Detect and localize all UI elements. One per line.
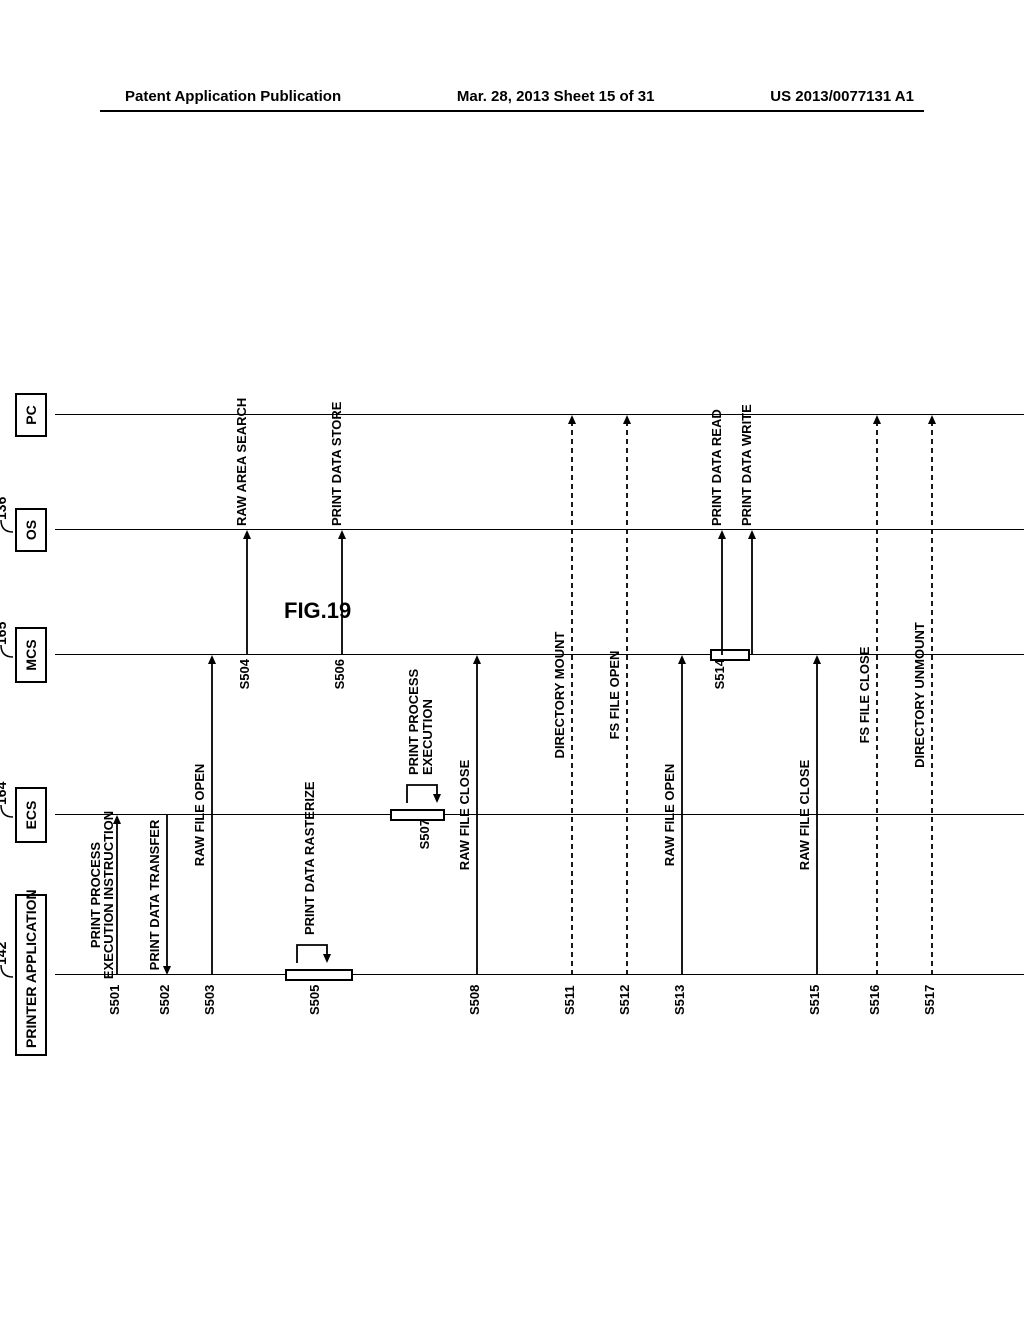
- msg-S517: DIRECTORY UNMOUNT: [914, 415, 930, 975]
- msg-S503: RAW FILE OPEN: [194, 655, 210, 975]
- msg-S506: PRINT DATA STORE: [324, 530, 340, 655]
- step-S517: S517: [922, 981, 937, 1015]
- msg-S501: PRINT PROCESSEXECUTION INSTRUCTION: [99, 815, 115, 975]
- msg-S511: DIRECTORY MOUNT: [554, 415, 570, 975]
- step-S513: S513: [672, 981, 687, 1015]
- header-left: Patent Application Publication: [125, 88, 341, 105]
- header-rule: [100, 110, 924, 112]
- lane-head-mcs: MCS: [15, 627, 47, 683]
- step-S504: S504: [237, 655, 252, 689]
- step-S514: S514: [712, 655, 727, 689]
- msg-S504: RAW AREA SEARCH: [229, 530, 245, 655]
- step-S508: S508: [467, 981, 482, 1015]
- msg-S514: PRINT DATA READ: [704, 530, 720, 655]
- step-S505: S505: [307, 981, 322, 1015]
- msg-S513: RAW FILE OPEN: [664, 655, 680, 975]
- lane-head-pc: PC: [15, 393, 47, 437]
- step-S501: S501: [107, 981, 122, 1015]
- step-S511: S511: [562, 981, 577, 1015]
- msg-S502: PRINT DATA TRANSFER: [149, 815, 165, 975]
- msg-S508: RAW FILE CLOSE: [459, 655, 475, 975]
- step-S515: S515: [807, 981, 822, 1015]
- lane-head-ecs: ECS: [15, 787, 47, 843]
- lane-head-printer: PRINTER APPLICATION: [15, 894, 47, 1056]
- msg-S512: FS FILE OPEN: [609, 415, 625, 975]
- header-right: US 2013/0077131 A1: [770, 88, 914, 105]
- sequence-diagram: PRINTER APPLICATION142ECS164MCS165OS136P…: [0, 355, 1024, 1055]
- step-S516: S516: [867, 981, 882, 1015]
- step-S502: S502: [157, 981, 172, 1015]
- header-mid: Mar. 28, 2013 Sheet 15 of 31: [457, 88, 655, 105]
- msg-S515: RAW FILE CLOSE: [799, 655, 815, 975]
- msg-S516: FS FILE CLOSE: [859, 415, 875, 975]
- step-S503: S503: [202, 981, 217, 1015]
- step-S512: S512: [617, 981, 632, 1015]
- activation-printer: [285, 969, 353, 981]
- step-S506: S506: [332, 655, 347, 689]
- lane-head-os: OS: [15, 508, 47, 552]
- msg-noid: PRINT DATA WRITE: [734, 530, 750, 655]
